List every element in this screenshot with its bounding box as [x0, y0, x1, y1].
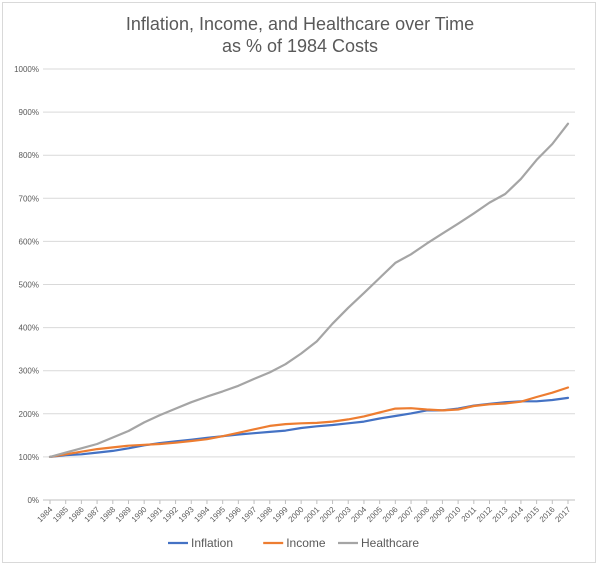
x-tick-label: 1998	[255, 505, 274, 524]
chart-title-line-2: as % of 1984 Costs	[222, 36, 378, 56]
x-tick-label: 2000	[287, 505, 306, 524]
x-tick-label: 1985	[51, 505, 70, 524]
chart-frame	[2, 2, 596, 563]
legend-label-healthcare: Healthcare	[361, 536, 419, 550]
x-tick-label: 2010	[444, 505, 463, 524]
x-tick-label: 2004	[349, 505, 368, 524]
y-tick-label: 900%	[19, 108, 39, 117]
y-tick-label: 400%	[19, 324, 39, 333]
x-tick-label: 1996	[224, 505, 243, 524]
x-tick-label: 1994	[192, 505, 211, 524]
x-tick-label: 1984	[35, 505, 54, 524]
chart-title-line-1: Inflation, Income, and Healthcare over T…	[126, 14, 474, 34]
x-tick-label: 2015	[522, 505, 541, 524]
x-tick-label: 2017	[553, 505, 572, 524]
x-tick-label: 2009	[428, 505, 447, 524]
y-tick-label: 200%	[19, 410, 39, 419]
x-tick-label: 2003	[334, 505, 353, 524]
x-tick-label: 2006	[381, 505, 400, 524]
y-tick-label: 0%	[27, 496, 39, 505]
y-tick-label: 600%	[19, 237, 39, 246]
x-tick-label: 1997	[240, 505, 259, 524]
y-tick-label: 1000%	[14, 65, 39, 74]
x-tick-label: 2005	[365, 505, 384, 524]
legend-label-income: Income	[286, 536, 326, 550]
y-tick-label: 300%	[19, 367, 39, 376]
x-tick-label: 1993	[177, 505, 196, 524]
x-tick-label: 1990	[130, 505, 149, 524]
y-tick-label: 800%	[19, 151, 39, 160]
series-line-income	[48, 386, 570, 458]
x-tick-label: 1999	[271, 505, 290, 524]
x-tick-label: 2011	[460, 505, 479, 524]
legend-label-inflation: Inflation	[191, 536, 233, 550]
x-tick-label: 1989	[114, 505, 133, 524]
x-tick-label: 2013	[491, 505, 510, 524]
x-tick-label: 1987	[83, 505, 102, 524]
x-tick-label: 1991	[145, 505, 164, 524]
x-tick-label: 2016	[538, 505, 557, 524]
x-tick-label: 2002	[318, 505, 337, 524]
x-tick-label: 2014	[506, 505, 525, 524]
x-tick-label: 2008	[412, 505, 431, 524]
x-tick-label: 1992	[161, 505, 180, 524]
series-line-inflation	[48, 396, 570, 458]
x-tick-label: 1995	[208, 505, 227, 524]
y-tick-label: 700%	[19, 194, 39, 203]
x-tick-label: 1986	[67, 505, 86, 524]
y-tick-label: 500%	[19, 281, 39, 290]
x-tick-label: 2007	[396, 505, 415, 524]
x-tick-label: 2001	[302, 505, 321, 524]
y-tick-label: 100%	[19, 453, 39, 462]
series-line-healthcare	[48, 122, 570, 458]
x-tick-label: 1988	[98, 505, 117, 524]
x-tick-label: 2012	[475, 505, 494, 524]
